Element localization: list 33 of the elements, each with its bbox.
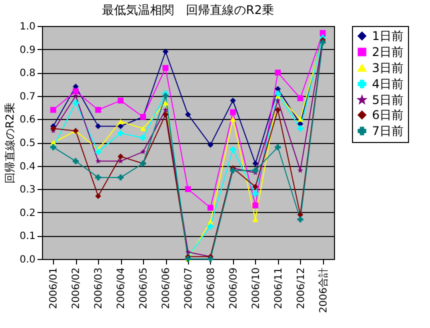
y-tick-label: 0.7: [20, 91, 36, 102]
y-tick-label: 1.0: [20, 22, 36, 32]
y-tick-label: 0.9: [20, 44, 36, 56]
legend-label: 7日前: [372, 124, 404, 138]
legend-label: 6日前: [372, 108, 404, 122]
y-tick-label: 0.6: [20, 114, 36, 126]
x-tick-label: 2006/01: [48, 268, 60, 310]
chart-title: 最低気温相関 回帰直線のR2乗: [102, 3, 274, 17]
x-tick-label: 2006合計: [317, 268, 330, 313]
x-tick-label: 2006/02: [71, 268, 82, 310]
y-tick-label: 0.2: [20, 208, 36, 219]
x-tick-label: 2006/03: [94, 268, 105, 310]
legend-label: 2日前: [372, 45, 404, 59]
y-tick-label: 0.0: [20, 254, 36, 266]
x-tick-label: 2006/04: [116, 268, 128, 310]
x-tick-label: 2006/09: [228, 268, 240, 310]
x-tick-label: 2006/11: [273, 268, 284, 310]
y-tick-label: 0.5: [20, 138, 36, 149]
x-tick-label: 2006/12: [296, 268, 307, 310]
y-tick-label: 0.3: [20, 184, 36, 196]
y-axis-title: 回帰直線のR2乗: [4, 102, 17, 184]
legend-label: 4日前: [372, 77, 404, 91]
x-tick-label: 2006/06: [161, 268, 172, 310]
legend-label: 3日前: [372, 61, 404, 75]
x-tick-label: 2006/10: [250, 268, 262, 310]
x-tick-label: 2006/08: [206, 268, 217, 310]
x-tick-label: 2006/05: [138, 268, 150, 310]
x-tick-label: 2006/07: [184, 268, 194, 310]
y-tick-label: 0.1: [20, 231, 36, 242]
y-tick-label: 0.4: [20, 161, 36, 172]
legend-label: 5日前: [372, 93, 404, 107]
legend-label: 1日前: [372, 29, 404, 43]
y-tick-label: 0.8: [20, 68, 36, 80]
